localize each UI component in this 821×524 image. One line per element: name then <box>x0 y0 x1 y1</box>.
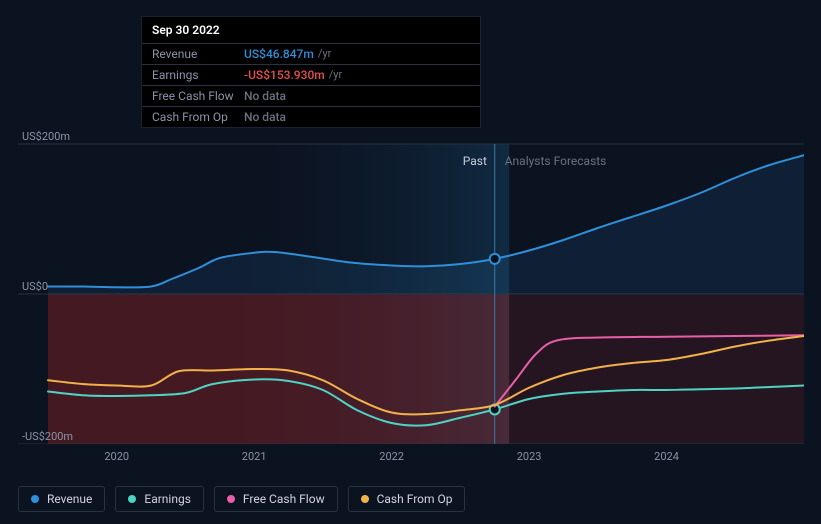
x-axis-label: 2020 <box>104 450 129 463</box>
legend-dot-icon <box>227 495 235 503</box>
legend-dot-icon <box>31 495 39 503</box>
legend-dot-icon <box>128 495 136 503</box>
tooltip-row-value: No data <box>244 110 286 124</box>
tooltip-row: Earnings-US$153.930m/yr <box>142 64 480 85</box>
section-label-forecast: Analysts Forecasts <box>505 154 607 168</box>
x-axis-label: 2023 <box>517 450 542 463</box>
tooltip-row-value: No data <box>244 89 286 103</box>
tooltip-row-label: Cash From Op <box>152 110 244 124</box>
legend-item-cfo[interactable]: Cash From Op <box>348 486 466 512</box>
tooltip-row-label: Revenue <box>152 47 244 61</box>
legend-item-earnings[interactable]: Earnings <box>115 486 204 512</box>
y-axis-label: US$200m <box>22 130 70 143</box>
tooltip-row-value: US$46.847m <box>244 47 314 61</box>
marker-revenue <box>490 254 500 264</box>
tooltip-row-unit: /yr <box>318 47 331 61</box>
loss-band-forecast <box>509 294 804 444</box>
x-axis-label: 2024 <box>654 450 679 463</box>
x-axis-label: 2022 <box>379 450 404 463</box>
legend-item-fcf[interactable]: Free Cash Flow <box>214 486 338 512</box>
x-axis-label: 2021 <box>242 450 267 463</box>
legend-label: Free Cash Flow <box>243 492 325 506</box>
legend-label: Cash From Op <box>377 492 453 506</box>
y-axis-label: -US$200m <box>22 430 73 443</box>
legend-item-revenue[interactable]: Revenue <box>18 486 105 512</box>
y-axis-label: US$0 <box>22 280 48 293</box>
tooltip-row-value: -US$153.930m <box>244 68 325 82</box>
chart: US$200mUS$0-US$200m20202021202220232024P… <box>18 130 804 444</box>
tooltip-title: Sep 30 2022 <box>142 17 480 43</box>
legend-dot-icon <box>361 495 369 503</box>
legend: Revenue Earnings Free Cash Flow Cash From O… <box>18 486 465 512</box>
tooltip: Sep 30 2022 RevenueUS$46.847m/yrEarnings… <box>141 16 481 128</box>
tooltip-row: Cash From OpNo data <box>142 106 480 127</box>
tooltip-row-label: Free Cash Flow <box>152 89 244 103</box>
chart-svg <box>18 130 804 444</box>
tooltip-row: RevenueUS$46.847m/yr <box>142 43 480 64</box>
tooltip-row: Free Cash FlowNo data <box>142 85 480 106</box>
section-label-past: Past <box>463 154 487 168</box>
legend-label: Revenue <box>47 492 92 506</box>
tooltip-row-unit: /yr <box>329 68 342 82</box>
legend-label: Earnings <box>144 492 191 506</box>
tooltip-row-label: Earnings <box>152 68 244 82</box>
